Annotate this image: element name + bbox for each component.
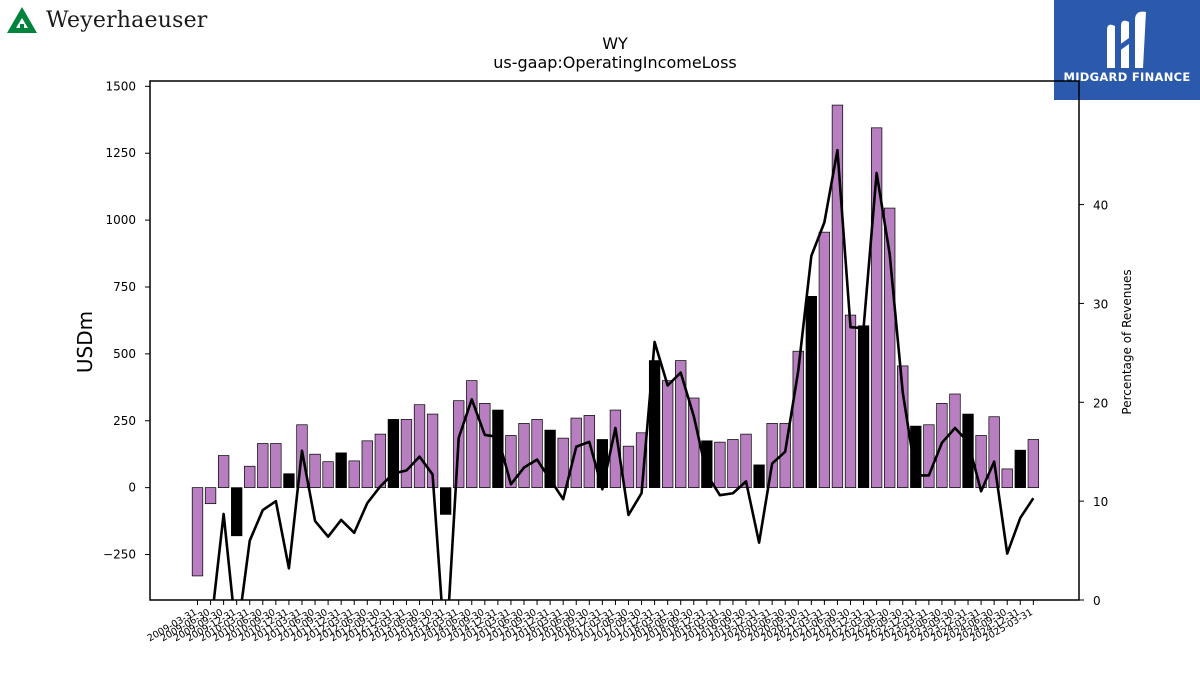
- bar-2024-09-30: [1001, 468, 1013, 488]
- weyerhaeuser-logo: Weyerhaeuser: [6, 6, 208, 34]
- midgard-finance-logo-text: MIDGARD FINANCE: [1063, 70, 1191, 84]
- bar-2012-12-31: [387, 419, 400, 488]
- y-tick-label: 750: [113, 280, 136, 294]
- y2-axis-label: Percentage of Revenues: [1120, 269, 1134, 414]
- bar-2010-06-30: [257, 443, 269, 488]
- bar-2014-12-31: [492, 409, 504, 488]
- bars-group: [191, 104, 1039, 577]
- bar-2016-03-31: [557, 437, 569, 488]
- bar-2018-03-31: [662, 380, 674, 488]
- bar-2009-03-31: [191, 487, 204, 577]
- bar-2021-12-31: [857, 325, 870, 488]
- y-axis-label: USDm: [73, 311, 97, 373]
- y2-tick-label: 0: [1093, 594, 1101, 608]
- bar-2015-09-30: [531, 419, 543, 488]
- y2-tick-label: 30: [1093, 297, 1108, 311]
- right-axis-ticks: 0 10 20 30 40: [1079, 199, 1108, 608]
- bar-2009-09-30: [217, 455, 230, 488]
- y-tick-label: 1250: [105, 146, 136, 160]
- revenue-percentage-line: [212, 148, 1035, 600]
- midgard-m-icon: [1107, 11, 1146, 69]
- y-tick-label: 0: [128, 481, 136, 495]
- bar-2022-12-31: [910, 425, 922, 488]
- left-axis-ticks: −250 0 250 500 750 1000 1250 1500: [103, 79, 150, 562]
- bar-2012-09-30: [374, 433, 386, 488]
- bar-2020-12-31: [805, 296, 817, 488]
- bar-2015-12-31: [544, 429, 556, 488]
- bar-2012-03-31: [348, 460, 360, 488]
- bar-2018-09-30: [688, 397, 700, 488]
- bar-2009-06-30: [204, 487, 217, 505]
- bar-2014-09-30: [479, 403, 491, 488]
- bar-2017-12-31: [648, 360, 661, 488]
- y-tick-label: 500: [113, 347, 136, 361]
- bar-2013-12-31: [439, 487, 452, 515]
- y2-tick-label: 10: [1093, 495, 1108, 509]
- bar-2024-06-30: [988, 416, 1000, 488]
- bar-2018-06-30: [675, 360, 687, 488]
- y-tick-label: 1500: [105, 79, 136, 93]
- bar-2019-12-31: [753, 464, 765, 488]
- bar-2018-12-31: [701, 440, 713, 488]
- bar-2013-03-31: [400, 419, 413, 488]
- bar-2016-06-30: [570, 417, 582, 488]
- bar-2022-06-30: [884, 207, 896, 488]
- bar-2023-12-31: [962, 413, 974, 488]
- bar-2017-06-30: [622, 445, 635, 488]
- bar-2025-03-31: [1027, 439, 1039, 488]
- tree-icon: [7, 7, 37, 33]
- bar-2021-06-30: [831, 104, 844, 488]
- bar-2024-12-31: [1014, 449, 1026, 488]
- plot-frame: [149, 80, 1080, 601]
- chart-title: WY: [602, 34, 628, 53]
- y-tick-label: 1000: [105, 213, 136, 227]
- y2-tick-label: 40: [1093, 199, 1108, 213]
- bar-2009-12-31: [231, 487, 243, 537]
- bar-2016-09-30: [583, 415, 595, 488]
- bar-2015-06-30: [518, 423, 530, 488]
- bar-2011-06-30: [309, 453, 321, 488]
- bar-2011-12-31: [335, 452, 347, 488]
- bar-2021-03-31: [818, 231, 831, 488]
- chart-subtitle: us-gaap:OperatingIncomeLoss: [493, 53, 737, 72]
- y2-tick-label: 20: [1093, 396, 1108, 410]
- bar-2019-06-30: [727, 439, 739, 488]
- bar-2022-03-31: [870, 127, 883, 488]
- bar-2020-09-30: [792, 350, 804, 488]
- bar-2014-06-30: [466, 380, 478, 488]
- bar-2010-03-31: [244, 465, 256, 488]
- bar-2010-12-31: [283, 473, 295, 488]
- y-tick-label: 250: [113, 414, 136, 428]
- bar-2011-09-30: [322, 461, 334, 488]
- bar-2019-03-31: [714, 441, 726, 488]
- bar-2013-06-30: [413, 404, 426, 488]
- x-axis-ticks: 2009-03-312009-06-302009-09-302009-12-31…: [146, 600, 1035, 644]
- bar-2023-03-31: [923, 424, 935, 488]
- bar-2021-09-30: [844, 314, 857, 488]
- bar-2012-06-30: [361, 440, 373, 488]
- weyerhaeuser-logo-text: Weyerhaeuser: [46, 7, 208, 33]
- bar-2010-09-30: [270, 443, 282, 488]
- y-tick-label: −250: [103, 548, 136, 562]
- bar-2023-09-30: [949, 393, 961, 488]
- bar-2019-09-30: [740, 433, 752, 488]
- bar-2020-03-31: [766, 423, 778, 488]
- revenue-percentage-line-group: [212, 148, 1035, 600]
